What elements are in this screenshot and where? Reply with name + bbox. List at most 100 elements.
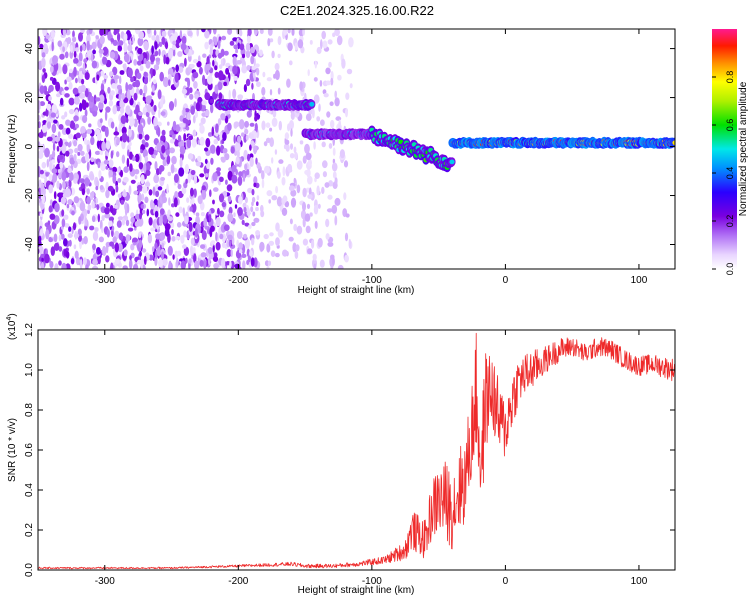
spectrogram-noise-point (245, 78, 251, 87)
spectrogram-signal-point (309, 101, 315, 107)
spectrogram-noise-point (168, 260, 172, 269)
spectrogram-noise-point (290, 111, 295, 121)
spectrogram-noise-point (144, 196, 149, 204)
spectrogram-noise-point (227, 234, 233, 241)
spectrogram-noise-point (238, 171, 243, 177)
spectrogram-x-tick-label: 0 (503, 275, 509, 286)
spectrogram-noise-point (187, 153, 194, 160)
spectrogram-noise-point (218, 92, 223, 100)
spectrogram-noise-point (107, 31, 112, 41)
spectrogram-noise-point (61, 171, 67, 182)
spectrogram-noise-point (51, 168, 58, 174)
spectrogram-noise-point (227, 122, 232, 131)
spectrogram-noise-point (110, 90, 115, 96)
spectrogram-noise-point (66, 37, 72, 44)
spectrogram-noise-point (142, 264, 146, 269)
spectrogram-noise-point (244, 128, 249, 135)
spectrogram-noise-point (193, 174, 198, 185)
spectrogram-noise-point (88, 29, 93, 35)
spectrogram-noise-point (56, 180, 60, 189)
spectrogram-noise-point (211, 126, 215, 137)
spectrogram-noise-point (57, 131, 61, 138)
spectrogram-noise-point (114, 258, 120, 264)
spectrogram-noise-point (228, 89, 231, 100)
spectrogram-noise-point (331, 204, 338, 214)
spectrogram-noise-point (46, 121, 52, 129)
spectrogram-noise-point (121, 218, 126, 226)
spectrogram-noise-point (194, 111, 198, 118)
spectrogram-noise-point (207, 132, 213, 137)
spectrogram-noise-point (94, 227, 99, 232)
spectrogram-noise-point (125, 105, 131, 115)
spectrogram-y-tick-label: 20 (24, 92, 35, 104)
spectrogram-noise-point (320, 39, 323, 50)
spectrogram-noise-point (204, 92, 211, 101)
spectrogram-noise-point (152, 221, 156, 228)
spectrogram-noise-point (79, 93, 86, 99)
spectrogram-noise-point (233, 44, 239, 50)
spectrogram-noise-point (50, 246, 55, 256)
spectrogram-noise-point (46, 158, 49, 168)
spectrogram-noise-point (215, 231, 218, 242)
spectrogram-x-tick-label: -300 (95, 275, 115, 286)
spectrogram-noise-point (112, 174, 117, 184)
spectrogram-noise-point (244, 196, 248, 204)
spectrogram-noise-point (38, 235, 42, 243)
spectrogram-noise-point (245, 42, 251, 52)
spectrogram-noise-point (198, 66, 203, 75)
spectrogram-noise-point (65, 127, 71, 135)
spectrogram-noise-point (345, 92, 350, 100)
spectrogram-noise-point (48, 184, 54, 194)
spectrogram-noise-point (101, 141, 107, 152)
snr-multiplier: (x104) (6, 313, 18, 340)
spectrogram-noise-point (81, 99, 87, 111)
spectrogram-noise-point (79, 178, 86, 184)
spectrogram-noise-point (243, 233, 248, 239)
spectrogram-noise-point (96, 74, 100, 81)
spectrogram-noise-point (313, 204, 319, 215)
spectrogram-noise-point (59, 97, 64, 106)
spectrogram-noise-point (206, 56, 210, 66)
spectrogram-noise-point (346, 68, 353, 75)
spectrogram-noise-point (239, 43, 245, 51)
spectrogram-noise-point (133, 190, 139, 195)
spectrogram-noise-point (302, 217, 306, 228)
spectrogram-noise-point (161, 196, 167, 204)
spectrogram-noise-point (306, 168, 311, 178)
spectrogram-noise-point (331, 162, 338, 172)
spectrogram-noise-point (216, 167, 222, 172)
spectrogram-noise-point (182, 107, 186, 118)
spectrogram-noise-point (176, 222, 182, 228)
spectrogram-noise-point (86, 40, 90, 51)
spectrogram-noise-point (207, 75, 213, 85)
spectrogram-noise-point (223, 81, 228, 87)
spectrogram-noise-point (123, 42, 128, 53)
spectrogram-noise-point (241, 53, 246, 59)
spectrogram-noise-point (179, 122, 186, 128)
spectrogram-noise-point (207, 247, 213, 254)
spectrogram-noise-point (88, 123, 92, 128)
spectrogram-noise-point (339, 149, 345, 159)
spectrogram-noise-point (161, 144, 166, 154)
spectrogram-noise-point (90, 136, 95, 146)
spectrogram-noise-point (79, 201, 86, 212)
spectrogram-noise-point (121, 132, 128, 143)
snr-x-tick-label: -100 (362, 576, 382, 587)
spectrogram-noise-point (299, 140, 304, 145)
spectrogram-noise-point (108, 220, 113, 227)
spectrogram-noise-point (243, 206, 247, 213)
spectrogram-noise-point (64, 93, 70, 98)
spectrogram-noise-point (51, 104, 58, 114)
spectrogram-noise-point (93, 105, 98, 112)
spectrogram-noise-point (235, 156, 240, 165)
spectrogram-noise-point (139, 65, 144, 72)
spectrogram-noise-point (51, 159, 56, 164)
spectrogram-noise-point (169, 131, 174, 136)
spectrogram-noise-point (139, 212, 142, 220)
spectrogram-noise-point (137, 184, 143, 191)
spectrogram-noise-point (109, 205, 114, 213)
spectrogram-noise-point (117, 216, 124, 221)
spectrogram-noise-point (338, 119, 342, 130)
spectrogram-noise-point (343, 192, 347, 201)
spectrogram-noise-point (135, 87, 140, 95)
